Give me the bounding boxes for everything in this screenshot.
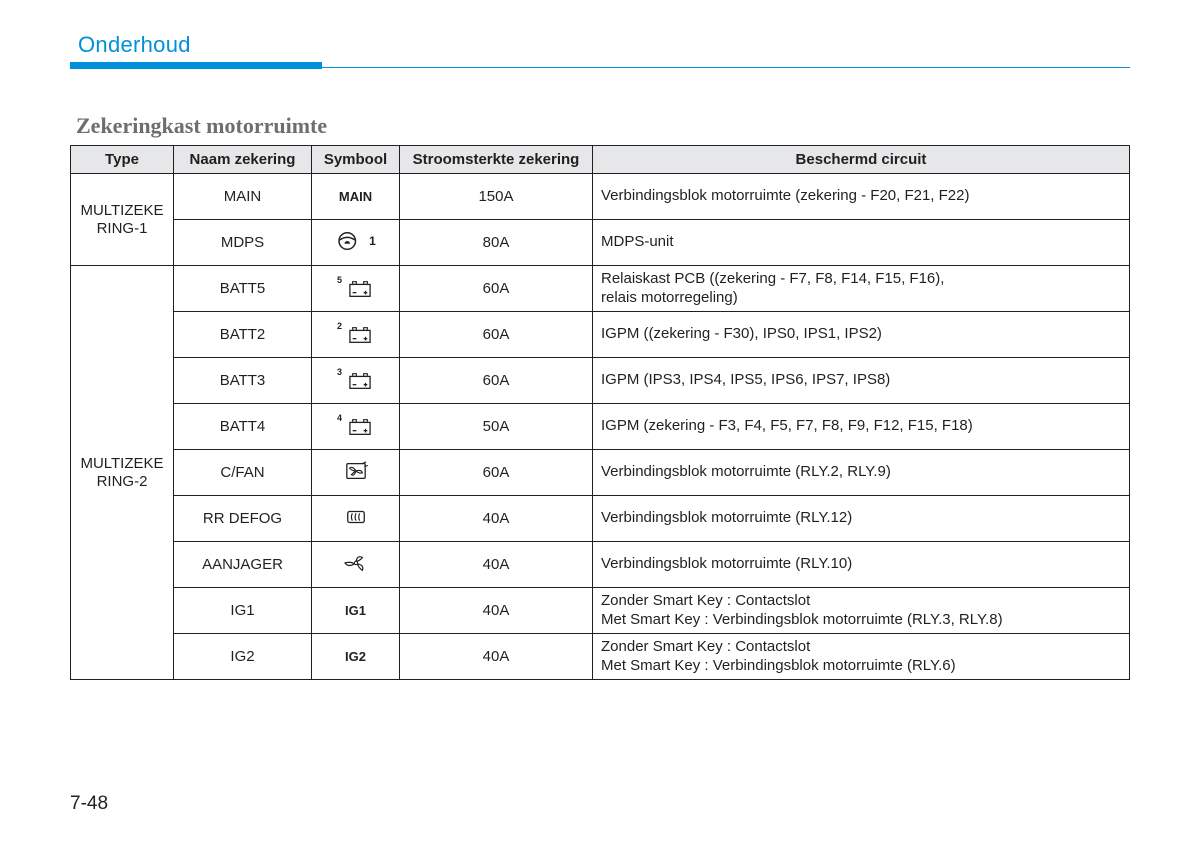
symbol-cell: 3 — [312, 358, 400, 404]
symbol-cell: 5 — [312, 266, 400, 312]
symbol-cell: 4 — [312, 404, 400, 450]
symbol-superscript: 5 — [337, 275, 342, 285]
fuse-name-cell: MDPS — [174, 220, 312, 266]
col-desc: Beschermd circuit — [593, 146, 1130, 174]
col-symbol: Symbool — [312, 146, 400, 174]
fuse-name-cell: IG2 — [174, 634, 312, 680]
symbol-text: IG2 — [345, 649, 366, 664]
batt-icon: 2 — [336, 324, 375, 346]
symbol-cell: IG1 — [312, 588, 400, 634]
section-title: Zekeringkast motorruimte — [76, 113, 1130, 139]
fuse-name-cell: BATT5 — [174, 266, 312, 312]
batt-icon: 4 — [336, 416, 375, 438]
circuit-desc-cell: MDPS-unit — [593, 220, 1130, 266]
symbol-cell: 1 — [312, 220, 400, 266]
col-type: Type — [71, 146, 174, 174]
table-row: MDPS 1 80AMDPS-unit — [71, 220, 1130, 266]
symbol-index: 1 — [369, 234, 376, 248]
symbol-text: IG1 — [345, 603, 366, 618]
col-name: Naam zekering — [174, 146, 312, 174]
table-row: MULTIZEKERING-2BATT5560ARelaiskast PCB (… — [71, 266, 1130, 312]
symbol-cell — [312, 450, 400, 496]
fuse-name-cell: AANJAGER — [174, 542, 312, 588]
amperage-cell: 80A — [400, 220, 593, 266]
symbol-superscript: 4 — [337, 413, 342, 423]
table-row: IG2 IG2 40AZonder Smart Key : ContactslotM… — [71, 634, 1130, 680]
circuit-desc-cell: Verbindingsblok motorruimte (RLY.12) — [593, 496, 1130, 542]
fuse-table: Type Naam zekering Symbool Stroomsterkte… — [70, 145, 1130, 680]
fuse-name-cell: BATT3 — [174, 358, 312, 404]
amperage-cell: 60A — [400, 358, 593, 404]
rule-thin — [322, 67, 1130, 68]
symbol-superscript: 2 — [337, 321, 342, 331]
amperage-cell: 40A — [400, 634, 593, 680]
symbol-text: MAIN — [339, 189, 372, 204]
symbol-cell: IG2 — [312, 634, 400, 680]
table-row: MULTIZEKERING-1MAINMAIN150AVerbindingsbl… — [71, 174, 1130, 220]
circuit-desc-cell: Zonder Smart Key : ContactslotMet Smart … — [593, 588, 1130, 634]
type-cell: MULTIZEKERING-1 — [71, 174, 174, 266]
circuit-desc-cell: Relaiskast PCB ((zekering - F7, F8, F14,… — [593, 266, 1130, 312]
circuit-desc-cell: Verbindingsblok motorruimte (zekering - … — [593, 174, 1130, 220]
circuit-desc-cell: Verbindingsblok motorruimte (RLY.2, RLY.… — [593, 450, 1130, 496]
page-number: 7-48 — [70, 793, 108, 815]
defog-icon — [341, 506, 371, 528]
circuit-desc-cell: Verbindingsblok motorruimte (RLY.10) — [593, 542, 1130, 588]
fuse-name-cell: MAIN — [174, 174, 312, 220]
type-cell: MULTIZEKERING-2 — [71, 266, 174, 680]
steer-icon: 1 — [335, 230, 376, 252]
batt-icon: 3 — [336, 370, 375, 392]
chapter-title: Onderhoud — [78, 32, 1130, 58]
table-header-row: Type Naam zekering Symbool Stroomsterkte… — [71, 146, 1130, 174]
circuit-desc-cell: IGPM (IPS3, IPS4, IPS5, IPS6, IPS7, IPS8… — [593, 358, 1130, 404]
symbol-cell — [312, 542, 400, 588]
symbol-cell: 2 — [312, 312, 400, 358]
table-row: BATT3 3 60AIGPM (IPS3, IPS4, IPS5, IPS6, I… — [71, 358, 1130, 404]
header-rule — [70, 62, 1130, 69]
symbol-cell — [312, 496, 400, 542]
fuse-name-cell: C/FAN — [174, 450, 312, 496]
fuse-name-cell: BATT4 — [174, 404, 312, 450]
fuse-name-cell: BATT2 — [174, 312, 312, 358]
symbol-superscript: 3 — [337, 367, 342, 377]
rule-thick — [70, 62, 322, 69]
table-row: BATT4 4 50AIGPM (zekering - F3, F4, F5, F7… — [71, 404, 1130, 450]
amperage-cell: 50A — [400, 404, 593, 450]
table-row: IG1 IG1 40AZonder Smart Key : ContactslotM… — [71, 588, 1130, 634]
circuit-desc-cell: IGPM (zekering - F3, F4, F5, F7, F8, F9,… — [593, 404, 1130, 450]
table-row: BATT2 2 60AIGPM ((zekering - F30), IPS0, I… — [71, 312, 1130, 358]
cfan-icon — [341, 460, 371, 482]
table-row: AANJAGER 40AVerbindingsblok motorruimte (… — [71, 542, 1130, 588]
fuse-name-cell: IG1 — [174, 588, 312, 634]
amperage-cell: 40A — [400, 542, 593, 588]
batt-icon: 5 — [336, 278, 375, 300]
amperage-cell: 40A — [400, 588, 593, 634]
table-row: RR DEFOG 40AVerbindingsblok motorruimte (… — [71, 496, 1130, 542]
blower-icon — [341, 552, 371, 574]
circuit-desc-cell: IGPM ((zekering - F30), IPS0, IPS1, IPS2… — [593, 312, 1130, 358]
amperage-cell: 40A — [400, 496, 593, 542]
col-amp: Stroomsterkte zekering — [400, 146, 593, 174]
symbol-cell: MAIN — [312, 174, 400, 220]
amperage-cell: 150A — [400, 174, 593, 220]
amperage-cell: 60A — [400, 450, 593, 496]
amperage-cell: 60A — [400, 312, 593, 358]
table-row: C/FAN 60AVerbindingsblok motorruimte (RLY… — [71, 450, 1130, 496]
fuse-name-cell: RR DEFOG — [174, 496, 312, 542]
amperage-cell: 60A — [400, 266, 593, 312]
circuit-desc-cell: Zonder Smart Key : ContactslotMet Smart … — [593, 634, 1130, 680]
